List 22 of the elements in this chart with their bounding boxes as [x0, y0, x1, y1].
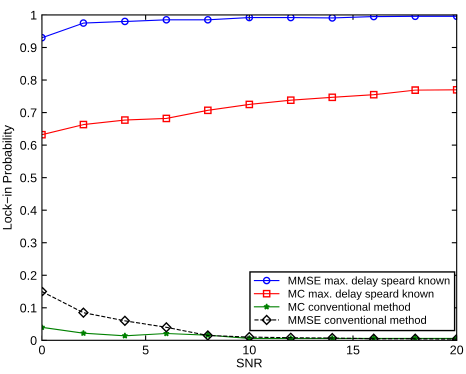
y-tick-label: 0.3 — [20, 238, 37, 248]
y-tick-label: 0.6 — [20, 140, 37, 150]
legend-label: MMSE conventional method — [288, 316, 426, 324]
x-tick-label: 5 — [142, 346, 149, 354]
y-tick-label: 0.8 — [20, 76, 37, 85]
x-axis-title: SNR — [236, 358, 262, 368]
x-tick-label: 20 — [450, 346, 464, 354]
y-tick-label: 0.2 — [20, 271, 36, 280]
legend-label: MC max. delay speard known — [288, 290, 434, 300]
x-tick-label: 10 — [243, 346, 256, 354]
y-tick-label: 1 — [31, 10, 36, 20]
legend-label: MMSE max. delay speard known — [288, 276, 450, 287]
y-tick-label: 0.7 — [20, 108, 36, 118]
y-tick-label: 0 — [30, 336, 37, 345]
y-tick-label: 0.9 — [20, 43, 36, 52]
legend-label: MC conventional method — [288, 302, 410, 311]
x-tick-label: 0 — [38, 346, 45, 354]
y-tick-label: 0.5 — [20, 173, 37, 182]
y-axis-title: Lock−in Probability — [2, 125, 14, 230]
x-tick-label: 15 — [346, 346, 360, 354]
y-tick-label: 0.1 — [20, 304, 36, 312]
y-tick-label: 0.4 — [20, 206, 37, 215]
